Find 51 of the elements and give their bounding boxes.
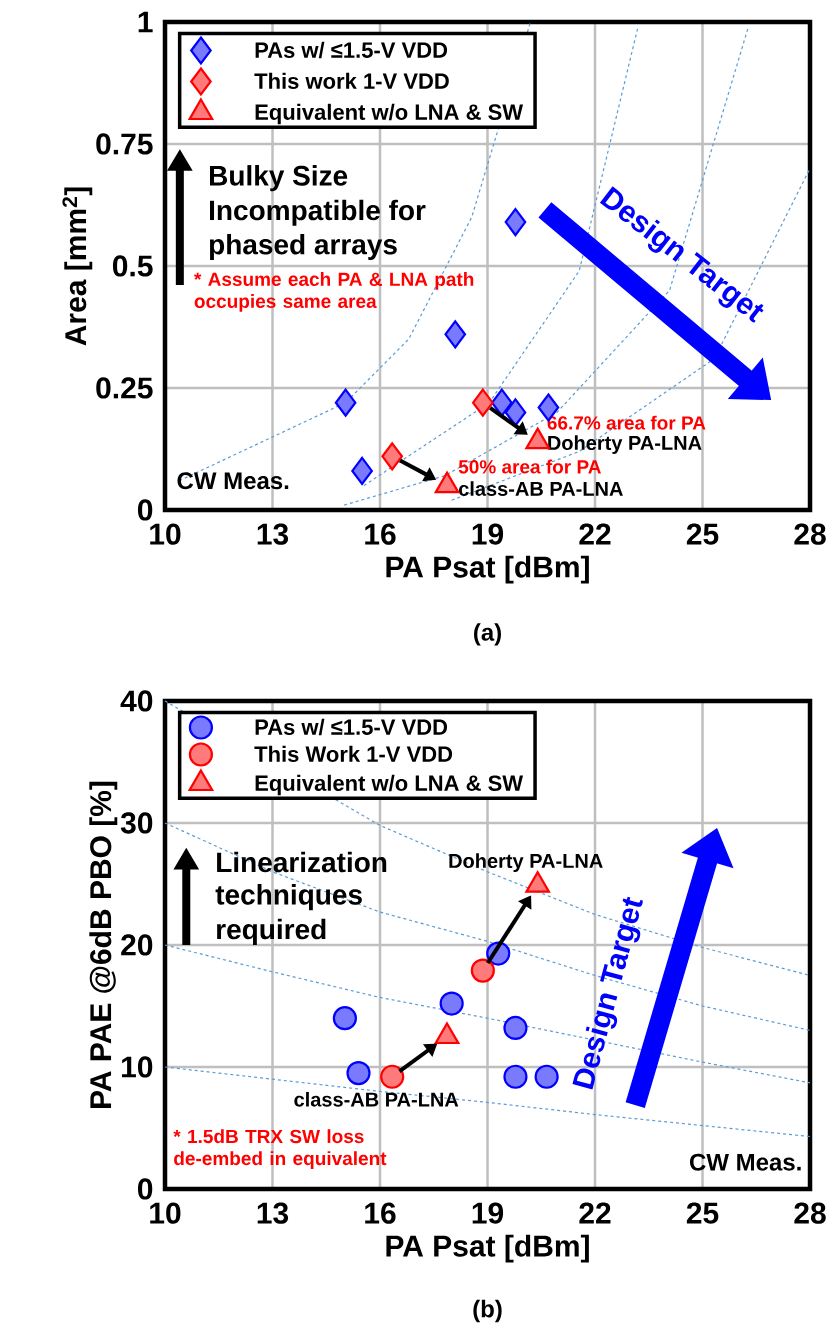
x-tick-label: 13 [257,1202,289,1224]
annotation: CW Meas. [177,472,289,490]
x-tick-label: 19 [472,1202,504,1224]
x-tick-label: 28 [794,1202,826,1224]
x-tick-label: 28 [794,523,826,545]
legend-label: Equivalent w/o LNA & SW [255,103,524,125]
annotation: * Assume each PA & LNA path occupies same area [194,272,474,312]
legend-label: PAs w/ ≤1.5-V VDD [255,41,448,59]
annotation: class-AB PA-LNA [458,481,623,496]
annotation: Doherty PA-LNA [548,435,702,454]
annotation: techniques [215,884,362,911]
legend-label: This work 1-V VDD [254,72,449,89]
x-tick-label: 22 [579,1202,611,1224]
legend-label: Equivalent w/o LNA & SW [255,774,524,796]
x-axis-title: PA Psat [dBm] [386,555,589,584]
y-tick-label: 0 [137,1178,153,1200]
y-tick-label: 30 [120,812,153,834]
text: (a) [474,623,501,646]
x-tick-label: 19 [472,523,504,545]
annotation: required [217,918,326,945]
annotation: Doherty PA-LNA [449,853,603,873]
y-tick-label: 0.75 [96,133,153,155]
x-axis-title: PA Psat [dBm] [386,1234,589,1263]
x-tick-label: 16 [365,523,396,545]
y-tick-label: 10 [122,1056,153,1078]
annotation: CW Meas. [689,1153,801,1171]
x-tick-label: 25 [686,523,719,545]
y-tick-label: 0.25 [96,377,153,399]
annotation: Linearization [217,851,387,873]
x-tick-label: 25 [686,1202,719,1224]
y-tick-label: 20 [121,934,153,956]
annotation: Incompatible for [210,199,426,226]
annotation: 66.7% area for PA [547,415,706,430]
y-tick-label: 0.5 [112,255,153,277]
legend-label: PAs w/ ≤1.5-V VDD [255,718,448,736]
y-axis-title: Area [mm$^{2}$] [62,187,93,346]
x-tick-label: 16 [365,1202,396,1224]
legend-label: This Work 1-V VDD [254,745,453,762]
y-tick-label: 0 [137,499,153,521]
x-tick-label: 22 [579,523,611,545]
y-tick-label: 40 [120,690,153,712]
annotation: phased arrays [209,233,397,261]
text: (b) [473,1299,502,1323]
y-tick-label: 1 [138,11,153,33]
annotation: 50% area for PA [458,459,601,474]
annotation: class-AB PA-LNA [294,1091,459,1107]
y-axis-title: PA PAE @6dB PBO [%] [89,781,118,1108]
annotation: Bulky Size [210,165,348,192]
annotation: * 1.5dB TRX SW loss de-embed in equivalent [173,1129,387,1169]
x-tick-label: 13 [257,523,289,545]
annotation: Design Target [572,896,643,1090]
